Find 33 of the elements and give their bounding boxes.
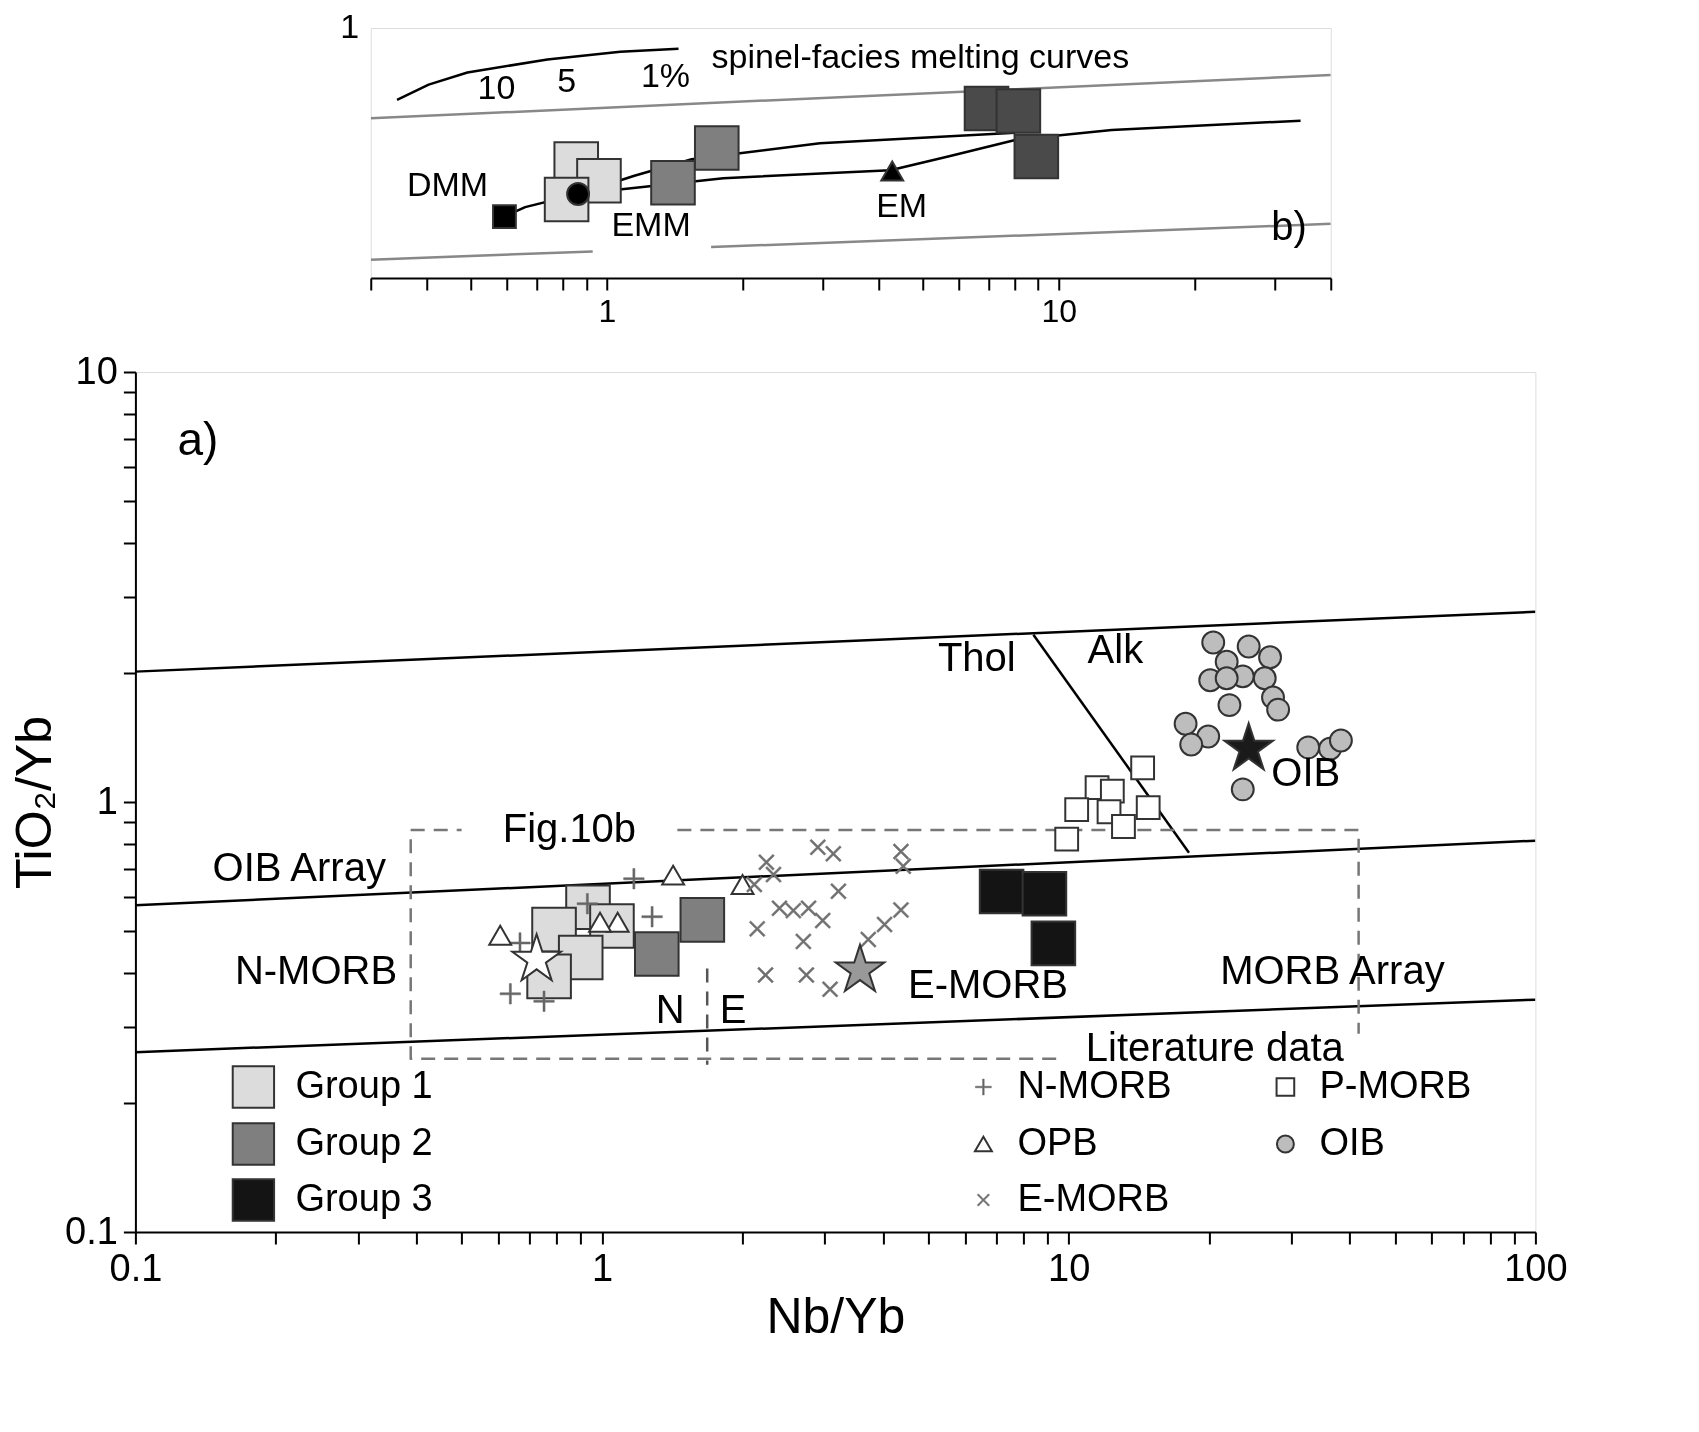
y-axis-title: TiO₂/Yb: [6, 715, 63, 890]
annotation: EMM: [611, 205, 691, 243]
annotation: EM: [876, 186, 928, 225]
annotation: spinel-facies melting curves: [711, 37, 1130, 75]
annotation: a): [177, 412, 219, 465]
x-tick-label: 100: [1504, 1246, 1568, 1289]
annotation: E: [719, 986, 747, 1031]
y-tick-label: 10: [75, 349, 118, 392]
x-axis-title: Nb/Yb: [766, 1287, 906, 1344]
legend-label: OPB: [1017, 1121, 1098, 1163]
annotation: MORB Array: [1220, 948, 1445, 993]
annotation: OIB Array: [212, 845, 386, 890]
annotation: Alk: [1087, 626, 1145, 671]
legend-label: OIB: [1319, 1121, 1385, 1163]
annotation: DMM: [406, 164, 489, 203]
annotation: 5: [557, 61, 577, 100]
x-tick-label: 1: [592, 1246, 614, 1289]
annotation: 1%: [640, 56, 691, 95]
x-tick-label: 10: [1048, 1246, 1091, 1289]
y-tick-label: 1: [96, 779, 118, 822]
annotation: 10: [477, 68, 516, 107]
annotation: OIB: [1271, 750, 1341, 795]
legend-label: Group 2: [295, 1121, 433, 1163]
legend-label: Group 1: [295, 1064, 433, 1106]
legend-label: E-MORB: [1017, 1177, 1170, 1219]
annotation: Thol: [937, 635, 1016, 680]
annotation: Fig.10b: [502, 805, 637, 850]
annotation: E-MORB: [908, 962, 1068, 1007]
legend-label: Group 3: [295, 1177, 433, 1219]
annotation: N-MORB: [234, 948, 398, 993]
text: 1: [340, 7, 360, 45]
annotation: N: [655, 986, 685, 1031]
annotation: b): [1271, 204, 1307, 248]
